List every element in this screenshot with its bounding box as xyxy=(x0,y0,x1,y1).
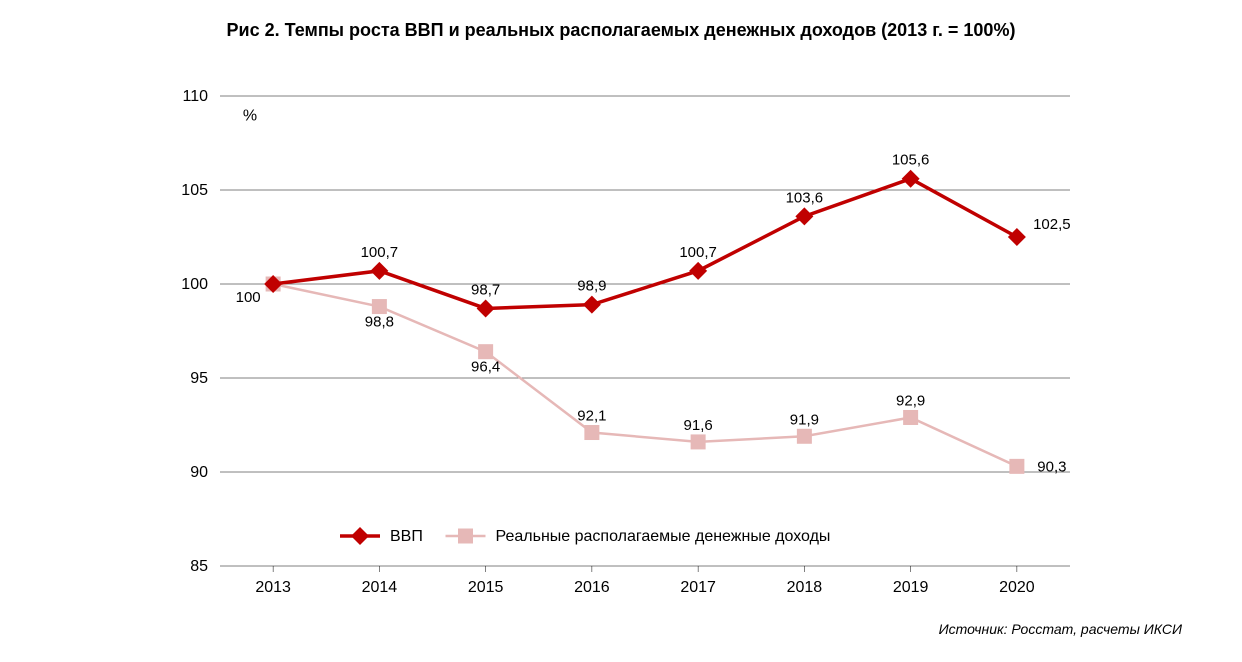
data-label: 91,6 xyxy=(684,417,713,434)
square-marker-icon xyxy=(1010,459,1024,473)
data-label: 100,7 xyxy=(679,244,717,261)
x-tick-label: 2019 xyxy=(893,579,929,596)
square-marker-icon xyxy=(904,410,918,424)
x-tick-label: 2017 xyxy=(680,579,716,596)
line-chart: 85 90 95 100 105 110% 2013 2014 2015 2016 2017 2018… xyxy=(20,56,1222,616)
y-tick-label: 105 xyxy=(181,182,208,199)
chart-title: Рис 2. Темпы роста ВВП и реальных распол… xyxy=(20,20,1222,41)
data-label: 90,3 xyxy=(1037,458,1066,475)
x-tick-label: 2018 xyxy=(787,579,823,596)
y-tick-label: 100 xyxy=(181,276,208,293)
diamond-marker-icon xyxy=(370,262,388,280)
x-tick-label: 2015 xyxy=(468,579,504,596)
x-tick-label: 2016 xyxy=(574,579,610,596)
diamond-marker-icon xyxy=(902,170,920,188)
data-label: 105,6 xyxy=(892,152,930,169)
diamond-marker-icon xyxy=(477,299,495,317)
data-label: 96,4 xyxy=(471,359,500,376)
chart-container: Рис 2. Темпы роста ВВП и реальных распол… xyxy=(20,20,1222,642)
y-axis-label: % xyxy=(243,107,257,124)
y-tick-label: 110 xyxy=(182,88,208,105)
square-marker-icon xyxy=(797,429,811,443)
data-label: 91,9 xyxy=(790,411,819,428)
square-marker-icon xyxy=(372,300,386,314)
data-label: 98,7 xyxy=(471,281,500,298)
diamond-marker-icon xyxy=(689,262,707,280)
data-label: 98,9 xyxy=(577,278,606,295)
diamond-marker-icon xyxy=(1008,228,1026,246)
data-label: 102,5 xyxy=(1033,216,1071,233)
diamond-marker-icon xyxy=(351,527,369,545)
y-tick-label: 85 xyxy=(190,558,208,575)
data-label: 98,8 xyxy=(365,314,394,331)
diamond-marker-icon xyxy=(795,207,813,225)
square-marker-icon xyxy=(479,345,493,359)
legend-label: ВВП xyxy=(390,528,423,545)
x-tick-label: 2020 xyxy=(999,579,1035,596)
y-tick-label: 90 xyxy=(190,464,208,481)
y-tick-label: 95 xyxy=(190,370,208,387)
square-marker-icon xyxy=(459,529,473,543)
diamond-marker-icon xyxy=(583,296,601,314)
data-label: 100 xyxy=(236,289,261,306)
data-label: 92,1 xyxy=(577,408,606,425)
x-tick-label: 2013 xyxy=(255,579,291,596)
data-label: 100,7 xyxy=(361,244,399,261)
data-label: 92,9 xyxy=(896,392,925,409)
square-marker-icon xyxy=(691,435,705,449)
square-marker-icon xyxy=(585,426,599,440)
x-tick-label: 2014 xyxy=(362,579,398,596)
data-label: 103,6 xyxy=(786,189,824,206)
chart-source: Источник: Росстат, расчеты ИКСИ xyxy=(20,621,1222,637)
legend-label: Реальные располагаемые денежные доходы xyxy=(496,528,831,545)
